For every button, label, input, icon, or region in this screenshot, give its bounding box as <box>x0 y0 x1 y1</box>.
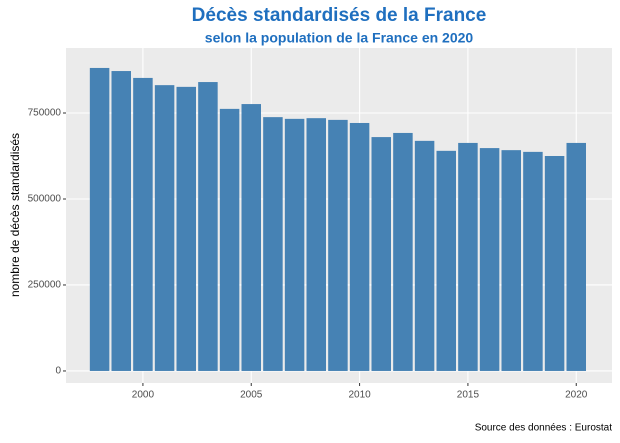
bar <box>501 150 521 371</box>
chart-subtitle: selon la population de la France en 2020 <box>205 30 474 46</box>
x-tick-label: 2020 <box>565 390 588 401</box>
x-tick-label: 2005 <box>240 390 263 401</box>
bar <box>306 118 326 371</box>
bar <box>436 150 456 371</box>
bar <box>133 77 153 371</box>
bar <box>111 71 131 371</box>
bar <box>479 148 500 371</box>
bar <box>219 108 240 371</box>
chart-title: Décès standardisés de la France <box>192 5 487 26</box>
bar <box>263 117 283 371</box>
bar <box>89 67 110 371</box>
bar <box>371 137 391 371</box>
bar <box>523 151 543 371</box>
bar <box>393 132 413 371</box>
caption: Source des données : Eurostat <box>475 423 613 434</box>
y-axis-title: nombre de décès standardisés <box>8 133 22 297</box>
x-tick-label: 2010 <box>348 390 371 401</box>
bar <box>566 142 586 371</box>
y-tick-label: 500000 <box>28 194 62 205</box>
bar <box>176 86 196 371</box>
bar <box>198 82 218 371</box>
bar <box>349 122 370 371</box>
bar <box>414 140 435 371</box>
y-tick-label: 250000 <box>28 280 62 291</box>
bar <box>544 155 565 371</box>
bar <box>328 119 348 371</box>
y-tick-label: 0 <box>55 366 61 377</box>
bar <box>284 118 305 371</box>
x-tick-label: 2015 <box>457 390 480 401</box>
bar <box>154 85 175 371</box>
y-tick-label: 750000 <box>28 108 62 119</box>
x-tick-label: 2000 <box>132 390 155 401</box>
bar <box>241 104 261 371</box>
bar <box>458 142 478 371</box>
